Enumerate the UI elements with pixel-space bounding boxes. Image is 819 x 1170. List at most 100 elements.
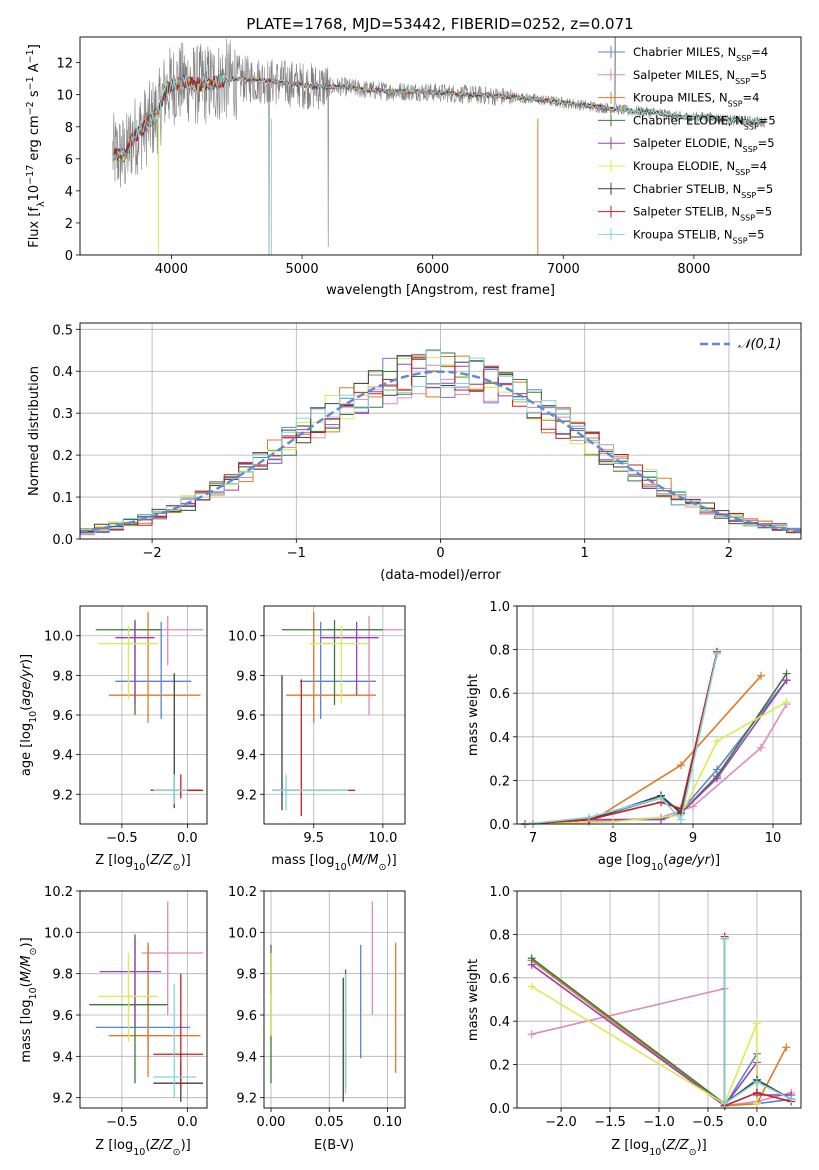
label-part: ]: [27, 44, 42, 49]
series-line: [524, 679, 788, 824]
label-part: Z [log: [95, 1138, 133, 1153]
legend-sub: SSP: [735, 76, 750, 85]
label-part: (: [145, 853, 150, 868]
label-part: )]: [181, 1138, 191, 1153]
label-part: ⊙: [379, 862, 387, 873]
y-tick-label: 0.3: [52, 407, 73, 422]
x-tick-label: 0.05: [315, 1115, 344, 1130]
panel-mass_vs_Z: −0.5 0.09.29.49.69.810.010.2Z [log10(Z/Z⊙…: [19, 885, 208, 1158]
xlabel: Z [log10(Z/Z⊙)]: [611, 1138, 706, 1158]
point-marker: [782, 697, 791, 706]
axes-frame: [79, 890, 208, 1109]
series-line: [524, 653, 718, 824]
label-part: (: [19, 706, 34, 711]
point-marker: [757, 671, 765, 680]
series-line: [524, 701, 787, 824]
point-marker: [782, 676, 791, 685]
label-part: age [log: [598, 853, 651, 868]
point-marker: [609, 817, 617, 826]
legend-name: Kroupa MILES, N: [633, 91, 728, 105]
legend-sub: SSP: [735, 168, 750, 177]
x-tick-label: −0.5: [692, 1115, 724, 1130]
y-tick-label: 9.8: [236, 968, 257, 983]
label-part: −1: [25, 76, 36, 90]
y-tick-label: 10.0: [44, 630, 73, 645]
x-tick-label: 7000: [547, 262, 580, 277]
legend-label: Kroupa STELIB, NSSP=5: [633, 227, 764, 245]
y-tick-label: 9.4: [52, 1050, 73, 1065]
point-marker: [527, 982, 536, 991]
y-tick-label: 0.2: [489, 1059, 510, 1074]
point-marker: [782, 1043, 791, 1052]
series-line: [531, 985, 758, 1105]
y-tick-label: 0.6: [489, 687, 510, 702]
axes-frame: [79, 36, 802, 256]
label-part: 10: [649, 1147, 661, 1158]
label-part: s: [27, 90, 42, 101]
x-tick-label: −1.5: [594, 1115, 626, 1130]
legend-sub: SSP: [744, 122, 759, 131]
legend-name: Kroupa STELIB, N: [633, 227, 733, 241]
point-marker: [757, 743, 765, 752]
xlabel: Z [log10(Z/Z⊙)]: [95, 853, 190, 873]
residuals-ylabel: Normed distribution: [27, 366, 42, 496]
y-tick-label: 9.8: [52, 669, 73, 684]
ylabel: mass weight: [466, 674, 481, 756]
series-line: [524, 673, 788, 824]
legend-label: Salpeter MILES, NSSP=5: [633, 68, 767, 86]
y-tick-label: 0.8: [489, 644, 510, 659]
legend-sub: SSP: [736, 54, 751, 63]
y-tick-label: 0.2: [489, 774, 510, 789]
series-line: [524, 651, 718, 824]
y-tick-label: 9.8: [52, 968, 73, 983]
label-part: )]: [387, 853, 397, 868]
legend-value: =5: [750, 68, 767, 82]
panel-age_vs_Z: −0.5 0.09.29.49.69.810.0Z [log10(Z/Z⊙)]ag…: [19, 605, 208, 873]
figure-title: PLATE=1768, MJD=53442, FIBERID=0252, z=0…: [246, 15, 633, 33]
label-part: 10: [27, 185, 42, 202]
point-marker: [752, 1088, 761, 1097]
series-line: [524, 679, 788, 824]
xlabel: Z [log10(Z/Z⊙)]: [95, 1138, 190, 1158]
y-tick-label: 0.5: [52, 323, 73, 338]
y-tick-label: 12: [56, 57, 73, 72]
label-part: (: [145, 1138, 150, 1153]
y-tick-label: 10.2: [44, 885, 73, 900]
label-part: 10: [28, 711, 39, 723]
legend-name: Chabrier ELODIE, N: [633, 113, 744, 127]
y-tick-label: 9.2: [52, 788, 73, 803]
series-line: [531, 959, 788, 1107]
series-line: [531, 957, 792, 1105]
x-tick-label: 8: [609, 831, 617, 846]
x-tick-label: 0: [436, 546, 444, 561]
x-tick-label: 0.10: [373, 1115, 402, 1130]
label-part: M/M: [19, 955, 34, 982]
x-tick-label: 6000: [416, 262, 449, 277]
legend-sub: SSP: [740, 213, 755, 222]
label-part: (: [663, 853, 668, 868]
label-part: Z/Z: [149, 853, 173, 868]
residuals-xlabel: (data-model)/error: [380, 568, 501, 583]
ylabel: mass weight: [466, 959, 481, 1041]
x-tick-label: 1: [581, 546, 589, 561]
point-marker: [713, 737, 721, 746]
label-part: Z/Z: [665, 1138, 689, 1153]
legend-value: =5: [756, 182, 773, 196]
spectrum-ylabel: Flux [fλ10−17 erg cm−2 s−1 A−1]: [25, 44, 47, 248]
axes-frame: [263, 605, 406, 825]
series-line: [524, 703, 788, 824]
label-part: (: [19, 982, 34, 987]
y-tick-label: 0.4: [489, 1015, 510, 1030]
legend-name: Chabrier STELIB, N: [633, 182, 741, 196]
axes-frame: [516, 890, 802, 1109]
label-part: ⊙: [689, 1147, 697, 1158]
label-part: 10: [28, 987, 39, 999]
panel-residuals: −2 −1 0 1 2 0.0 0.1 0.2 0.3 0.4 0.5 𝒩(0,1) (data-mod…: [27, 322, 802, 583]
label-part: age [log: [19, 723, 34, 776]
legend-label: Chabrier STELIB, NSSP=5: [633, 182, 773, 200]
series-line: [723, 938, 792, 1106]
legend-sub: SSP: [741, 190, 756, 199]
label-part: )]: [19, 937, 34, 947]
x-tick-label: 10.0: [368, 831, 397, 846]
